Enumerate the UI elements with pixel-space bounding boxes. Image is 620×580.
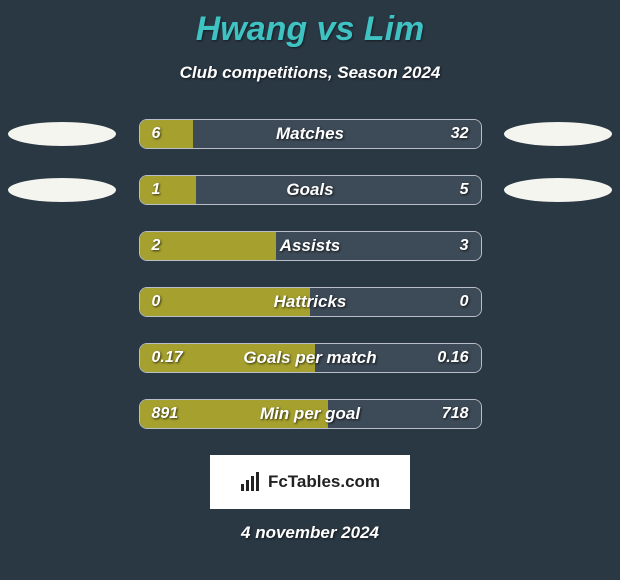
right-value: 0.16	[437, 349, 468, 367]
right-value: 0	[460, 293, 469, 311]
left-value: 2	[152, 237, 161, 255]
bar-right-segment	[196, 176, 480, 204]
comparison-row: 2 3 Assists	[0, 231, 620, 261]
comparison-row: 0.17 0.16 Goals per match	[0, 343, 620, 373]
right-value: 32	[451, 125, 469, 143]
page-title: Hwang vs Lim	[0, 10, 620, 49]
metric-label: Hattricks	[274, 292, 347, 312]
comparison-bar: 891 718 Min per goal	[139, 399, 482, 429]
left-value: 1	[152, 181, 161, 199]
comparison-bar: 6 32 Matches	[139, 119, 482, 149]
page-subtitle: Club competitions, Season 2024	[0, 63, 620, 83]
left-value: 891	[152, 405, 179, 423]
metric-label: Goals	[286, 180, 333, 200]
metric-label: Goals per match	[243, 348, 376, 368]
metric-label: Min per goal	[260, 404, 360, 424]
comparison-row: 6 32 Matches	[0, 119, 620, 149]
left-value: 0	[152, 293, 161, 311]
left-value: 0.17	[152, 349, 183, 367]
player-right-avatar	[504, 178, 612, 202]
comparison-row: 1 5 Goals	[0, 175, 620, 205]
comparison-row: 891 718 Min per goal	[0, 399, 620, 429]
bar-chart-icon	[240, 472, 262, 492]
player-right-avatar	[504, 122, 612, 146]
bar-left-segment	[140, 176, 197, 204]
comparison-row: 0 0 Hattricks	[0, 287, 620, 317]
metric-label: Assists	[280, 236, 340, 256]
right-value: 3	[460, 237, 469, 255]
right-value: 718	[442, 405, 469, 423]
infographic-container: Hwang vs Lim Club competitions, Season 2…	[0, 0, 620, 543]
metric-label: Matches	[276, 124, 344, 144]
comparison-bar: 2 3 Assists	[139, 231, 482, 261]
comparison-bar: 0.17 0.16 Goals per match	[139, 343, 482, 373]
comparison-bar: 1 5 Goals	[139, 175, 482, 205]
date-label: 4 november 2024	[0, 523, 620, 543]
player-left-avatar	[8, 122, 116, 146]
right-value: 5	[460, 181, 469, 199]
brand-text: FcTables.com	[268, 472, 380, 492]
bar-left-segment	[140, 120, 194, 148]
player-left-avatar	[8, 178, 116, 202]
comparison-bar: 0 0 Hattricks	[139, 287, 482, 317]
comparison-rows: 6 32 Matches 1 5 Goals 2 3 Assists 0 0 Hattricks 0.1…	[0, 119, 620, 429]
brand-badge: FcTables.com	[210, 455, 410, 509]
left-value: 6	[152, 125, 161, 143]
